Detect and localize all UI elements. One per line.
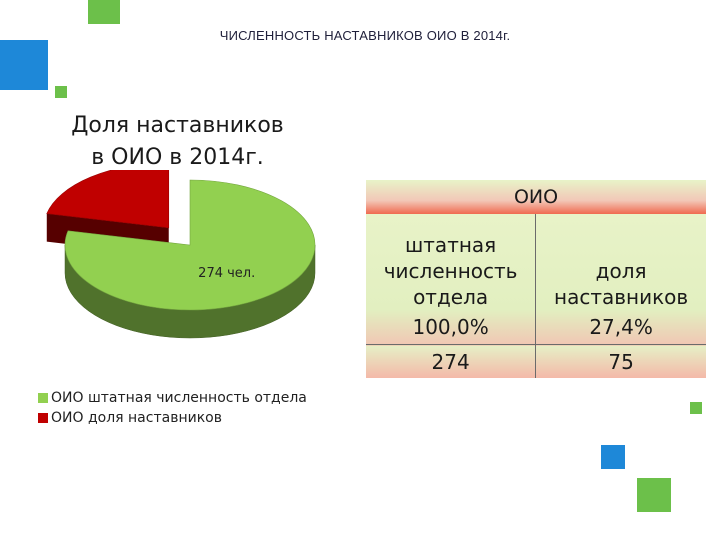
cell-percent-mentors: 27,4% xyxy=(535,310,706,345)
label-line: численность xyxy=(383,259,518,283)
chart-title-line: в ОИО в 2014г. xyxy=(91,145,264,170)
legend-label: ОИО штатная численность отдела xyxy=(51,390,307,406)
summary-table: ОИО штатная численность отдела доля наст… xyxy=(366,180,706,378)
cell-count-mentors: 75 xyxy=(535,344,706,378)
decor-square xyxy=(88,0,120,24)
table-header: ОИО xyxy=(366,180,706,214)
cell-count-staff: 274 xyxy=(366,344,536,378)
label-line: штатная xyxy=(404,233,497,257)
legend-swatch-red xyxy=(38,413,48,423)
pie-slice xyxy=(64,179,316,311)
col-label-mentors: доля наставников xyxy=(535,214,706,310)
decor-square xyxy=(0,40,48,90)
legend-swatch-green xyxy=(38,393,48,403)
label-line: наставников xyxy=(554,285,689,309)
legend-label: ОИО доля наставников xyxy=(51,410,222,426)
decor-square xyxy=(637,478,671,512)
decor-square xyxy=(55,86,67,98)
label-line: доля xyxy=(595,259,647,283)
cell-percent-staff: 100,0% xyxy=(366,310,536,345)
legend-item: ОИО доля наставников xyxy=(38,408,307,428)
pie-slice xyxy=(46,170,170,229)
label-line: отдела xyxy=(413,285,489,309)
chart-legend: ОИО штатная численность отдела ОИО доля … xyxy=(38,388,307,428)
pie-chart: 274 чел. xyxy=(46,170,316,339)
slice-data-label: 274 чел. xyxy=(198,266,255,281)
decor-square xyxy=(690,402,702,414)
chart-title: Доля наставников в ОИО в 2014г. xyxy=(50,110,305,174)
col-label-staff: штатная численность отдела xyxy=(366,214,536,310)
chart-title-line: Доля наставников xyxy=(71,113,284,138)
legend-item: ОИО штатная численность отдела xyxy=(38,388,307,408)
slide-title: ЧИСЛЕННОСТЬ НАСТАВНИКОВ ОИО В 2014г. xyxy=(219,28,511,43)
decor-square xyxy=(601,445,625,469)
